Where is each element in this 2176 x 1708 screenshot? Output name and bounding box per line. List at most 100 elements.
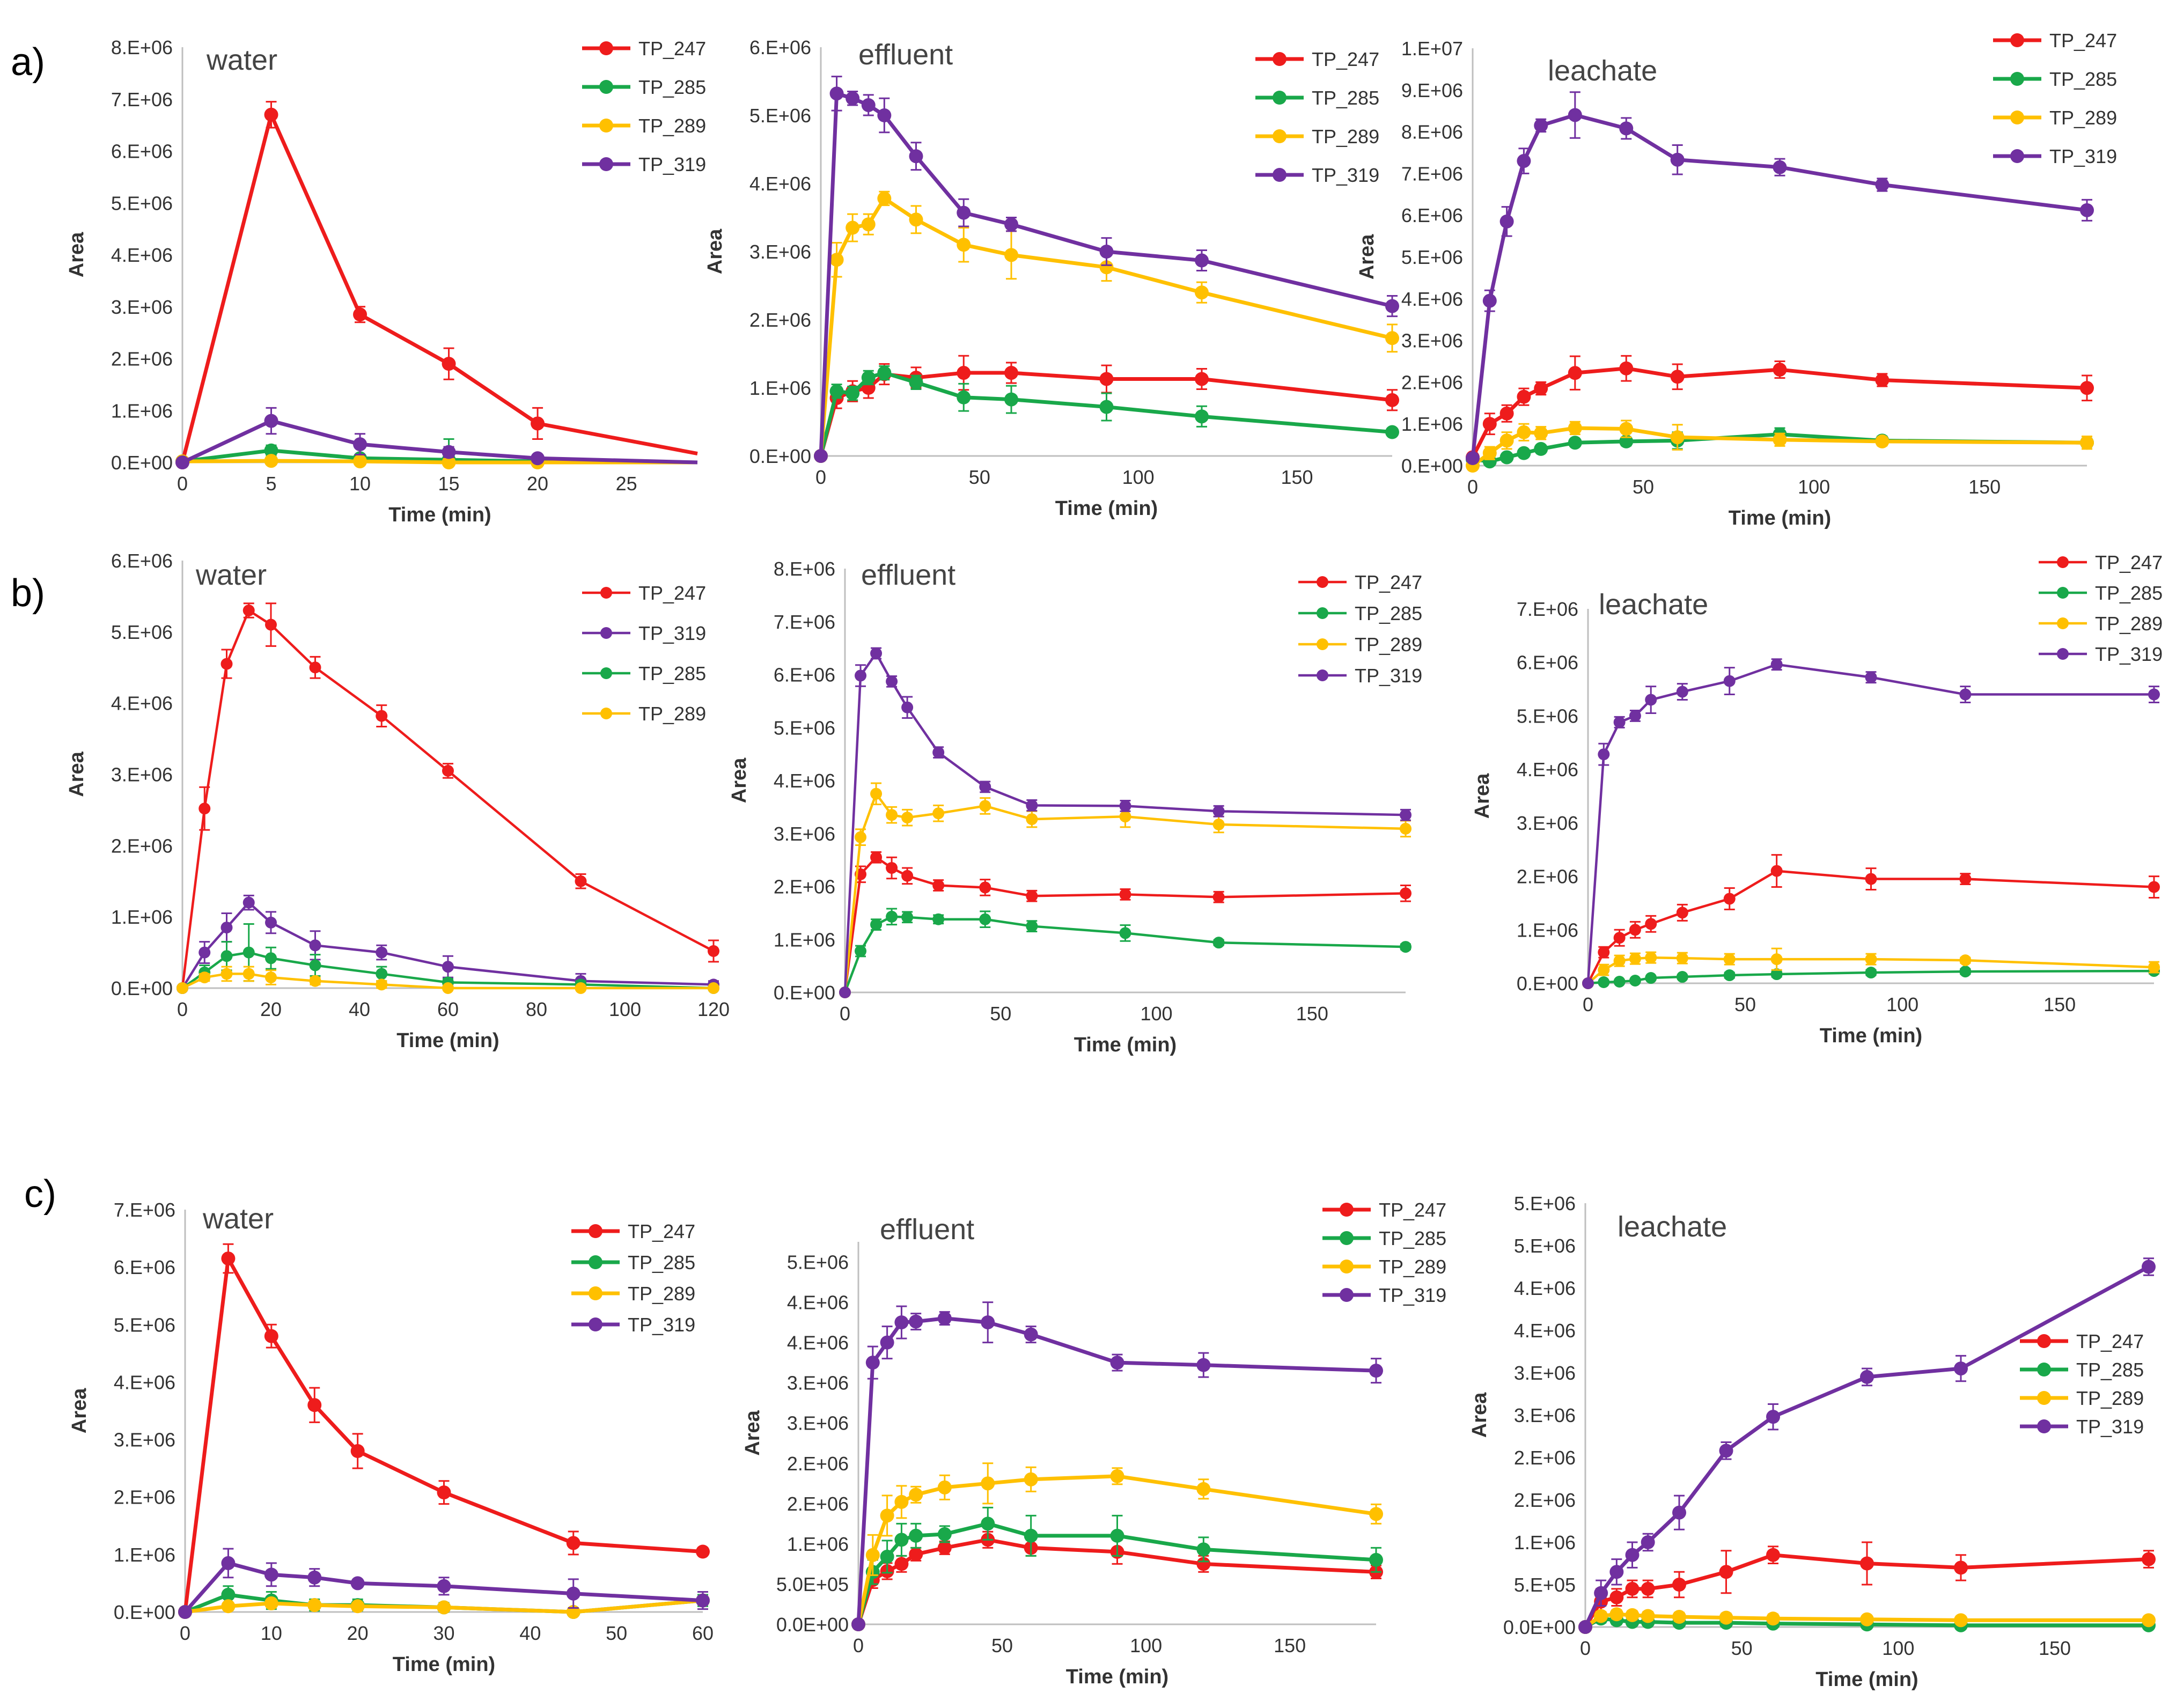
row-label-b: b): [11, 572, 45, 615]
data-point: [437, 1579, 451, 1593]
series-tp-319: [178, 1548, 710, 1619]
y-tick-label: 1.E+06: [111, 906, 173, 928]
x-tick-label: 100: [1122, 466, 1155, 488]
y-tick-label: 5.E+06: [749, 105, 811, 127]
data-point: [1099, 245, 1114, 259]
data-point: [1517, 389, 1531, 404]
panels: 0.E+00 1.E+06 2.E+06 3.E+06 4.E+06 5.E+06 6.E+…: [65, 30, 2163, 1691]
series-tp-247: [1466, 355, 2094, 465]
data-point: [1625, 1581, 1640, 1596]
data-point: [1499, 406, 1514, 421]
legend-swatch-marker: [2037, 1391, 2051, 1405]
data-point: [870, 787, 883, 800]
data-point: [1004, 217, 1018, 232]
data-point: [309, 661, 321, 674]
legend-entry: TP_247: [2076, 1330, 2144, 1352]
y-tick-label: 4.E+06: [111, 693, 173, 715]
data-point: [846, 386, 860, 401]
data-point: [177, 982, 188, 994]
x-axis-title: Time (min): [1066, 1666, 1168, 1688]
data-point: [265, 952, 277, 965]
data-point: [2080, 381, 2094, 395]
panel-title: effluent: [861, 559, 955, 591]
legend-swatch-marker: [1317, 607, 1328, 619]
data-point: [814, 449, 828, 463]
data-point: [1676, 907, 1688, 919]
y-tick-label: 2.E+06: [1401, 371, 1463, 393]
data-point: [1004, 366, 1018, 380]
x-tick-label: 0: [177, 473, 188, 495]
data-point: [937, 1480, 952, 1494]
data-point: [932, 746, 945, 759]
y-tick-label: 2.E+06: [114, 1486, 175, 1508]
data-point: [1499, 214, 1514, 229]
data-point: [264, 1596, 278, 1610]
data-point: [1613, 716, 1626, 728]
data-point: [957, 390, 971, 404]
data-point: [1385, 425, 1399, 439]
y-tick-label: 0.E+00: [749, 445, 811, 467]
data-point: [1865, 873, 1877, 885]
legend-swatch-marker: [2037, 1419, 2051, 1433]
y-tick-label: 3.E+06: [1517, 812, 1578, 834]
data-point: [221, 1556, 236, 1570]
y-tick-label: 8.E+06: [1401, 121, 1463, 143]
data-point: [1959, 954, 1972, 967]
data-point: [575, 875, 587, 887]
y-tick-label: 4.E+06: [1514, 1320, 1576, 1342]
data-point: [1770, 968, 1783, 981]
data-point: [880, 1549, 894, 1564]
x-tick-label: 0: [1467, 476, 1478, 498]
data-point: [880, 1335, 894, 1350]
data-point: [1369, 1552, 1383, 1567]
data-point: [937, 1527, 952, 1541]
data-point: [979, 881, 991, 894]
data-point: [1865, 953, 1877, 966]
data-point: [1609, 1590, 1624, 1604]
data-point: [1499, 450, 1514, 465]
series-tp-319: [1466, 91, 2094, 465]
y-axis-title: Area: [65, 232, 88, 277]
data-point: [1954, 1361, 1968, 1376]
data-point: [870, 851, 883, 864]
y-tick-label: 5.E+06: [1514, 1192, 1576, 1214]
legend-entry: TP_319: [638, 622, 706, 644]
data-point: [865, 1356, 880, 1370]
legend-swatch-marker: [1340, 1260, 1354, 1273]
data-point: [1860, 1370, 1874, 1384]
y-axis-title: Area: [65, 751, 88, 797]
data-point: [221, 1587, 236, 1602]
data-point: [861, 217, 876, 232]
data-point: [2148, 881, 2160, 893]
data-point: [901, 911, 914, 923]
series-line: [185, 1599, 703, 1614]
data-point: [264, 1329, 278, 1343]
data-point: [2142, 1260, 2156, 1274]
series-tp-289: [177, 966, 719, 994]
series-tp-319: [1578, 1257, 2156, 1634]
data-point: [1196, 1482, 1211, 1496]
y-tick-label: 2.E+06: [111, 348, 173, 370]
series-tp-247: [175, 101, 698, 469]
legend-swatch-marker: [599, 41, 613, 55]
data-point: [846, 220, 860, 235]
data-point: [221, 1251, 236, 1266]
legend-swatch-marker: [599, 80, 613, 94]
data-point: [350, 1444, 365, 1458]
y-tick-label: 5.E+06: [1401, 246, 1463, 268]
data-point: [861, 98, 876, 112]
data-point: [1959, 873, 1972, 885]
data-point: [839, 986, 851, 998]
data-point: [708, 982, 719, 994]
legend-entry: TP_289: [1355, 634, 1422, 656]
series-tp-319: [1582, 658, 2160, 989]
y-tick-label: 2.E+06: [787, 1493, 849, 1515]
data-point: [1875, 178, 1890, 192]
legend-swatch-marker: [600, 627, 612, 639]
panel-title: water: [202, 1203, 274, 1235]
data-point: [957, 366, 971, 380]
legend-entry: TP_319: [2049, 145, 2117, 167]
legend-entry: TP_289: [638, 703, 706, 725]
data-point: [981, 1476, 995, 1491]
y-axis-title: Area: [728, 757, 751, 803]
